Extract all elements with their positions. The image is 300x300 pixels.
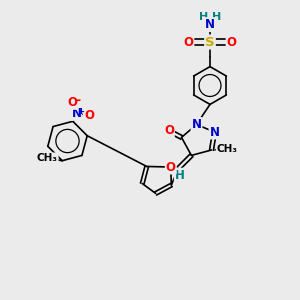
Text: O: O — [84, 110, 94, 122]
Text: H: H — [212, 12, 221, 22]
Text: H: H — [199, 12, 208, 22]
Text: O: O — [164, 124, 174, 137]
Text: +: + — [77, 107, 84, 116]
Text: O: O — [67, 96, 77, 109]
Text: S: S — [205, 35, 215, 49]
Text: O: O — [166, 160, 176, 174]
Text: O: O — [226, 35, 237, 49]
Text: -: - — [75, 94, 80, 107]
Text: H: H — [175, 169, 185, 182]
Text: N: N — [191, 118, 202, 131]
Text: CH₃: CH₃ — [217, 143, 238, 154]
Text: N: N — [209, 125, 220, 139]
Text: O: O — [183, 35, 194, 49]
Text: CH₃: CH₃ — [37, 153, 58, 163]
Text: N: N — [71, 107, 81, 120]
Text: N: N — [205, 18, 215, 31]
